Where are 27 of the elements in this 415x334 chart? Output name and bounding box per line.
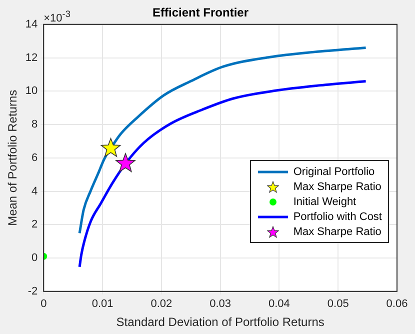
- x-axis-title: Standard Deviation of Portfolio Returns: [116, 315, 324, 330]
- legend-label: Max Sharpe Ratio: [293, 180, 382, 193]
- legend-label: Initial Weight: [293, 196, 356, 208]
- y-axis-title: Mean of Portfolio Returns: [6, 90, 20, 226]
- point: [100, 138, 121, 157]
- annotation: ×10$^{-3}$: [44, 9, 70, 26]
- x-tick-label: 0.05: [327, 298, 349, 310]
- x-tick-label: 0.02: [150, 298, 172, 310]
- y-tick-label: 2: [32, 218, 38, 231]
- chart-title: Efficient Frontier: [152, 6, 249, 20]
- point: [116, 153, 136, 172]
- y-tick-label: 6: [32, 152, 38, 164]
- legend-label: Portfolio with Cost: [293, 210, 382, 223]
- x-tick-label: 0: [40, 298, 47, 310]
- x-tick-label: 0.01: [92, 298, 114, 310]
- legend-label: Max Sharpe Ratio: [293, 226, 382, 238]
- x-tick-label: 0.04: [268, 298, 290, 310]
- y-tick-label: -2: [28, 285, 38, 298]
- y-tick-label: 10: [25, 85, 38, 98]
- y-tick-label: 14: [25, 18, 38, 30]
- y-tick-label: 12: [25, 52, 38, 64]
- y-tick-label: 8: [32, 118, 38, 131]
- x-tick-label: 0.03: [210, 298, 232, 310]
- y-tick-label: 4: [32, 185, 38, 198]
- y-tick-label: 0: [32, 252, 38, 264]
- legend-label: Original Portfolio: [293, 166, 375, 178]
- x-tick-label: 0.06: [386, 298, 408, 310]
